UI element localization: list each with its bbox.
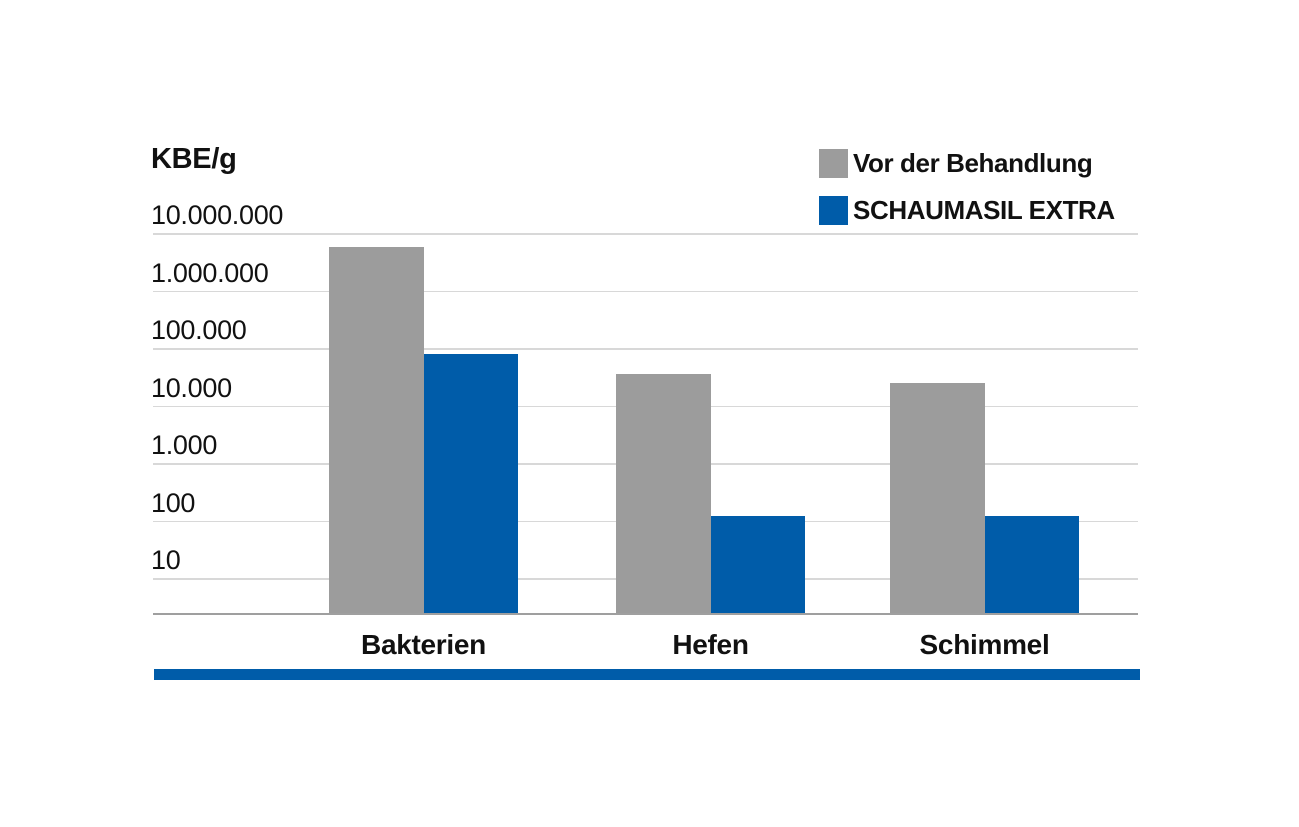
legend: Vor der Behandlung SCHAUMASIL EXTRA <box>819 148 1115 242</box>
legend-label-before-treatment: Vor der Behandlung <box>853 147 1093 178</box>
bar-bakterien-treated <box>423 353 518 613</box>
y-tick-label: 1.000.000 <box>151 257 269 288</box>
y-tick-label: 10.000 <box>151 372 232 403</box>
legend-item-schaumasil-extra: SCHAUMASIL EXTRA <box>819 195 1115 225</box>
bar-hefen-before <box>616 374 711 613</box>
bottom-accent-bar <box>154 669 1140 680</box>
x-tick-label-hefen: Hefen <box>672 629 749 660</box>
gridline <box>153 348 1138 350</box>
bar-hefen-treated <box>710 515 805 613</box>
legend-swatch-blue <box>819 195 848 225</box>
bar-schimmel-treated <box>984 515 1079 613</box>
y-tick-label: 100.000 <box>151 315 247 345</box>
x-axis-line <box>153 613 1138 615</box>
y-axis-title: KBE/g <box>151 143 237 175</box>
y-tick-label: 10.000.000 <box>151 200 284 230</box>
gridline <box>153 290 1138 292</box>
gridline <box>153 233 1138 235</box>
y-tick-label: 10 <box>151 545 181 575</box>
bar-schimmel-before <box>890 382 985 613</box>
legend-label-schaumasil-extra: SCHAUMASIL EXTRA <box>853 194 1115 225</box>
legend-swatch-gray <box>819 148 848 178</box>
bar-bakterien-before <box>329 247 424 613</box>
y-tick-label: 1.000 <box>151 430 218 460</box>
x-tick-label-bakterien: Bakterien <box>361 629 486 660</box>
x-tick-label-schimmel: Schimmel <box>919 629 1050 660</box>
y-tick-label: 100 <box>151 487 196 518</box>
legend-item-before-treatment: Vor der Behandlung <box>819 148 1115 178</box>
